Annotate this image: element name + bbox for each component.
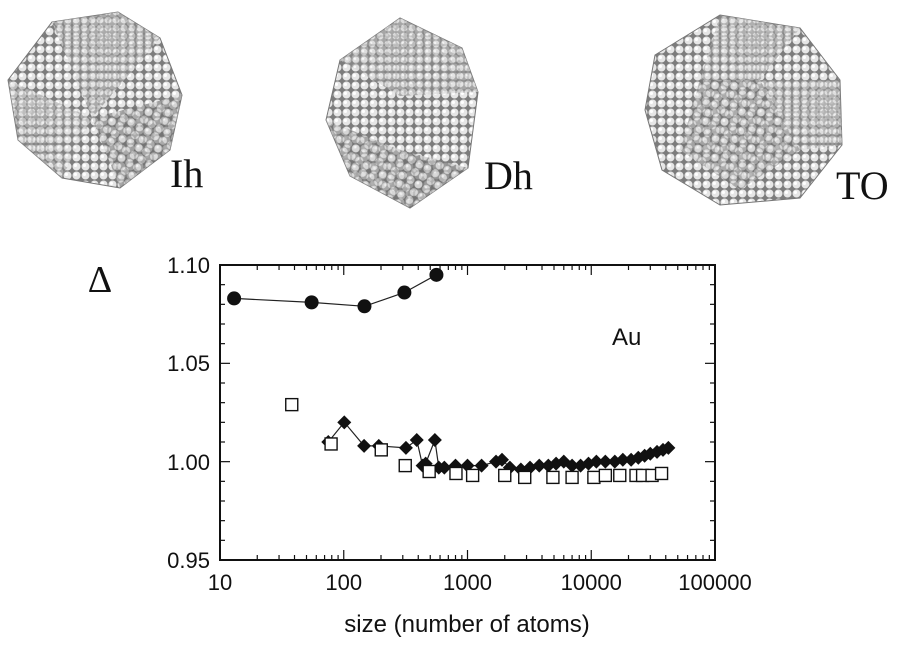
series-2-point-4 [422,464,436,479]
series-2-point-17 [654,466,669,481]
element-annotation: Au [612,324,641,351]
x-tick-label-10000: 10000 [561,570,622,595]
truncated-octahedron-cluster-image [644,14,843,206]
series-2-point-6 [465,468,480,483]
y-tick-label-1.10: 1.10 [167,253,210,278]
y-tick-label-1.00: 1.00 [167,450,210,475]
y-tick-label-0.95: 0.95 [167,548,210,573]
series-1-point-29 [615,452,630,467]
series-1-point-2 [357,438,372,453]
series-1-point-4 [398,440,413,455]
y-tick-marks [220,264,715,561]
cluster-label-ih: Ih [170,151,204,196]
series-1-point-36 [661,440,676,455]
y-tick-label-1.05: 1.05 [167,351,210,376]
x-tick-label-10: 10 [208,570,232,595]
series-2-point-7 [498,468,512,483]
series-0-point-4 [429,267,444,282]
x-tick-label-100: 100 [325,570,362,595]
series-2-point-11 [587,470,601,485]
x-tick-label-1000: 1000 [443,570,492,595]
series-2-point-9 [546,470,560,485]
series-2-point-3 [398,458,412,473]
series-1-point-26 [589,454,604,469]
decahedron-cluster-image [325,17,479,209]
y-axis-title: Δ [88,259,112,301]
cluster-label-dh: Dh [484,153,533,198]
series-2-point-2 [374,443,388,457]
series-1-point-15 [494,452,509,467]
series-lines [234,274,669,471]
x-tick-label-100000: 100000 [678,570,751,595]
series-2-point-1 [324,437,338,451]
series-0-point-2 [357,299,372,314]
series-1-point-27 [598,454,613,469]
series-1-point-10 [437,460,452,475]
series-1-point-19 [532,458,547,473]
x-axis-title: size (number of atoms) [344,611,589,638]
series-2-point-8 [518,470,532,485]
series-1-point-5 [409,433,424,448]
series-1-point-23 [565,458,580,473]
series-2-point-10 [565,470,579,485]
series-2-point-5 [449,466,463,481]
series-marks [227,267,676,485]
series-1-point-1 [337,415,352,430]
plot-frame [219,264,716,561]
series-0-point-1 [304,295,319,310]
series-0-point-0 [227,291,242,306]
series-2-point-13 [613,468,627,483]
cluster-label-to: TO [836,163,889,208]
series-0-point-3 [397,285,412,300]
series-2-point-0 [285,397,299,412]
icosahedron-cluster-image [7,11,183,189]
x-tick-marks [219,265,710,560]
series-1-point-8 [427,433,442,448]
series-2-point-12 [598,468,613,483]
